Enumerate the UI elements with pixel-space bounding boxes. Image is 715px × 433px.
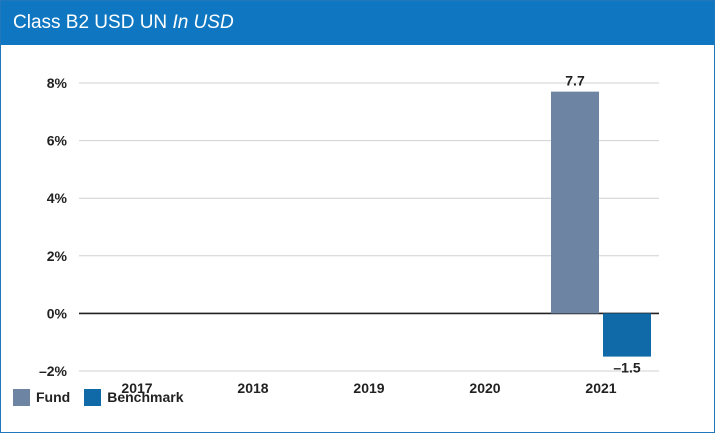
y-tick-label: 0% xyxy=(47,305,68,321)
x-tick-label: 2018 xyxy=(237,380,268,396)
legend: Fund Benchmark xyxy=(13,386,197,408)
bar-fund-2021 xyxy=(551,91,599,314)
legend-swatch-fund xyxy=(13,388,30,406)
data-label-fund: 7.7 xyxy=(565,73,585,89)
x-tick-label: 2017 xyxy=(121,380,152,396)
y-tick-label: 2% xyxy=(47,248,68,264)
y-tick-label: –2% xyxy=(39,363,68,379)
legend-item-benchmark: Benchmark xyxy=(84,388,184,406)
chart-title: Class B2 USD UN In USD xyxy=(13,11,234,35)
y-tick-label: 6% xyxy=(47,133,68,149)
bar-benchmark-2021 xyxy=(603,313,651,357)
legend-label-benchmark: Benchmark xyxy=(107,389,184,405)
chart-header: Class B2 USD UN In USD xyxy=(1,1,714,45)
legend-label-fund: Fund xyxy=(36,389,71,405)
y-tick-label: 8% xyxy=(47,75,68,91)
legend-item-fund: Fund xyxy=(13,388,71,406)
x-tick-label: 2019 xyxy=(353,380,384,396)
data-label-benchmark: –1.5 xyxy=(613,360,640,376)
x-tick-label: 2020 xyxy=(469,380,500,396)
legend-swatch-benchmark xyxy=(84,388,102,406)
title-main: Class B2 USD UN xyxy=(13,12,168,33)
title-subtitle: In USD xyxy=(172,12,234,33)
y-tick-label: 4% xyxy=(47,190,68,206)
x-tick-label: 2021 xyxy=(585,380,616,396)
